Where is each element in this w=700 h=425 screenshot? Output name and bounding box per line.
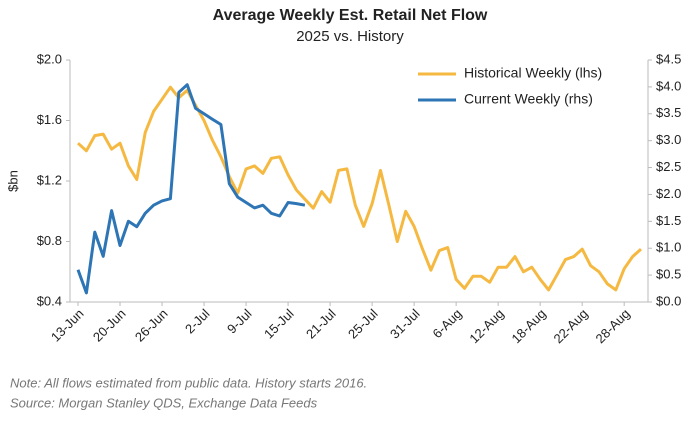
note: Note: All flows estimated from public da… (10, 375, 367, 390)
x-tick-label: 28-Aug (592, 306, 632, 346)
x-tick-label: 2-Jul (182, 306, 213, 337)
x-tick-label: 22-Aug (550, 306, 590, 346)
y-tick-label: $0.8 (37, 233, 62, 248)
y2-tick-label: $0.5 (656, 267, 681, 282)
legend-label: Historical Weekly (lhs) (464, 65, 602, 81)
y2-tick-label: $2.5 (656, 159, 681, 174)
x-tick-label: 9-Jul (224, 306, 255, 337)
y2-tick-label: $1.5 (656, 213, 681, 228)
series-line (76, 83, 306, 295)
x-tick-label: 12-Aug (466, 306, 506, 346)
legend-label: Current Weekly (rhs) (464, 91, 593, 107)
y2-tick-label: $0.0 (656, 293, 681, 308)
y-axis-label: $bn (5, 170, 20, 192)
y2-tick-label: $1.0 (656, 240, 681, 255)
y-tick-label: $2.0 (37, 51, 62, 66)
x-tick-label: 31-Jul (387, 306, 423, 342)
y2-tick-label: $4.5 (656, 51, 681, 66)
chart-subtitle: 2025 vs. History (296, 28, 404, 45)
x-tick-label: 18-Aug (508, 306, 548, 346)
y2-tick-label: $3.0 (656, 132, 681, 147)
x-tick-label: 20-Jun (90, 306, 129, 345)
x-tick-label: 13-Jun (48, 306, 87, 345)
chart-title: Average Weekly Est. Retail Net Flow (213, 7, 488, 24)
y2-tick-label: $4.0 (656, 78, 681, 93)
x-tick-label: 15-Jul (261, 306, 297, 342)
x-tick-label: 26-Jun (132, 306, 171, 345)
y-tick-label: $1.2 (37, 172, 62, 187)
x-tick-label: 21-Jul (303, 306, 339, 342)
x-tick-label: 6-Aug (430, 306, 465, 341)
y2-tick-label: $2.0 (656, 186, 681, 201)
series-line (76, 85, 642, 292)
note: Source: Morgan Stanley QDS, Exchange Dat… (10, 395, 318, 410)
y2-tick-label: $3.5 (656, 105, 681, 120)
x-tick-label: 25-Jul (345, 306, 381, 342)
y-tick-label: $0.4 (37, 293, 62, 308)
y-tick-label: $1.6 (37, 112, 62, 127)
